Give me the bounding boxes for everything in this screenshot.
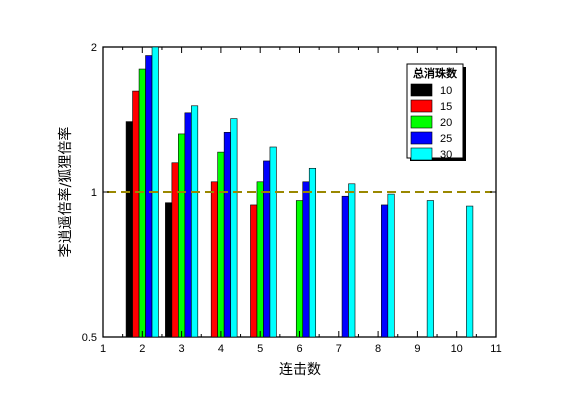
bar-series-25-x-5: [263, 161, 269, 337]
legend-items: 10 15 20 25 30: [411, 84, 452, 161]
x-tick-label-11: 11: [490, 343, 501, 355]
legend-label-20: 20: [440, 117, 452, 129]
bar-series-25-x-3: [185, 113, 191, 337]
legend-label-30: 30: [440, 149, 452, 161]
bar-series-30-x-4: [231, 119, 237, 337]
y-axis-title: 李逍遥倍率/狐狸倍率: [57, 127, 74, 258]
bar-series-20-x-4: [218, 152, 224, 337]
x-tick-label-1: 1: [100, 343, 106, 355]
legend-title: 总消珠数: [413, 66, 458, 80]
legend-swatch-20: [411, 116, 432, 128]
x-axis-title: 连击数: [279, 362, 321, 378]
x-tick-label-10: 10: [451, 343, 463, 355]
bar-series-15-x-2: [133, 91, 139, 337]
x-tick-label-3: 3: [179, 343, 185, 355]
bar-series-20-x-6: [296, 201, 302, 337]
legend-label-25: 25: [440, 133, 452, 145]
bar-series-30-x-5: [270, 147, 276, 337]
bar-series-25-x-4: [224, 132, 230, 337]
y-tick-label-2: 2: [91, 42, 97, 54]
legend: 总消珠数 10 15 20 25 30: [407, 64, 466, 161]
x-tick-label-8: 8: [375, 343, 381, 355]
bar-series-25-x-2: [146, 56, 152, 337]
bar-series-25-x-6: [303, 182, 309, 337]
bar-series-10-x-2: [126, 122, 132, 337]
legend-swatch-30: [411, 148, 432, 160]
bar-series-30-x-9: [427, 201, 433, 337]
legend-label-15: 15: [440, 101, 452, 113]
bar-series-30-x-6: [309, 168, 315, 337]
bar-series-25-x-8: [381, 205, 387, 337]
legend-swatch-10: [411, 84, 432, 96]
bar-series-10-x-3: [165, 203, 171, 337]
legend-swatch-25: [411, 132, 432, 144]
bar-series-30-x-10: [466, 206, 472, 337]
bar-series-15-x-4: [211, 182, 217, 337]
x-tick-label-2: 2: [139, 343, 145, 355]
y-tick-label-1: 1: [91, 187, 97, 199]
bar-series-15-x-5: [250, 205, 256, 337]
bar-series-25-x-7: [342, 196, 348, 337]
bar-series-30-x-3: [191, 106, 197, 337]
bar-series-15-x-3: [172, 163, 178, 337]
bar-series-30-x-7: [349, 184, 355, 337]
x-tick-label-7: 7: [336, 343, 342, 355]
x-tick-label-5: 5: [257, 343, 263, 355]
bar-series-20-x-2: [139, 69, 145, 337]
bar-series-20-x-3: [178, 134, 184, 337]
y-tick-label-0.5: 0.5: [82, 332, 97, 344]
legend-label-10: 10: [440, 85, 452, 97]
legend-swatch-15: [411, 100, 432, 112]
x-tick-label-9: 9: [414, 343, 420, 355]
x-tick-label-4: 4: [218, 343, 224, 355]
bar-series-20-x-5: [257, 182, 263, 337]
bar-series-30-x-8: [388, 194, 394, 337]
x-tick-label-6: 6: [296, 343, 302, 355]
